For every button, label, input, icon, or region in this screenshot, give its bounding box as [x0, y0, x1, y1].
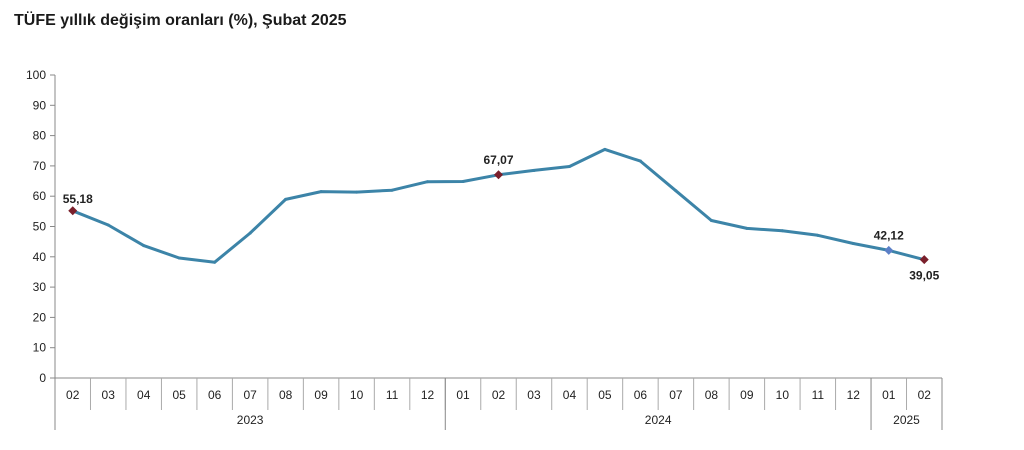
data-label: 67,07 [483, 153, 513, 167]
data-point [248, 231, 252, 235]
chart-title: TÜFE yıllık değişim oranları (%), Şubat … [14, 12, 347, 29]
y-tick-label: 20 [33, 310, 47, 324]
x-tick-label: 02 [66, 388, 80, 402]
x-tick-label: 11 [812, 388, 825, 402]
x-tick-label: 01 [882, 388, 896, 402]
x-tick-label: 11 [386, 388, 399, 402]
x-tick-label: 05 [598, 388, 612, 402]
x-tick-label: 03 [527, 388, 541, 402]
x-tick-label: 08 [279, 388, 293, 402]
data-point [284, 197, 288, 201]
data-point [461, 179, 465, 183]
y-tick-label: 40 [33, 250, 47, 264]
data-point [816, 233, 820, 237]
data-point [532, 168, 536, 172]
y-tick-label: 100 [26, 68, 46, 82]
data-point [638, 159, 642, 163]
data-point [213, 260, 217, 264]
x-tick-label: 06 [634, 388, 648, 402]
data-marker-diamond [494, 170, 503, 180]
x-tick-label: 08 [705, 388, 719, 402]
data-point [567, 165, 571, 169]
data-point [355, 190, 359, 194]
data-marker-diamond [884, 245, 894, 255]
x-tick-label: 04 [137, 388, 151, 402]
data-point [319, 190, 323, 194]
year-group-label: 2023 [237, 413, 264, 427]
data-point [851, 242, 855, 246]
data-point [142, 244, 146, 248]
x-tick-label: 01 [456, 388, 470, 402]
data-point [177, 256, 181, 260]
y-tick-label: 50 [33, 220, 47, 234]
x-tick-label: 07 [243, 388, 257, 402]
year-group-label: 2024 [645, 413, 672, 427]
y-tick-label: 30 [33, 280, 47, 294]
y-tick-label: 80 [33, 129, 47, 143]
x-tick-label: 04 [563, 388, 577, 402]
x-tick-label: 09 [314, 388, 328, 402]
x-tick-label: 10 [776, 388, 790, 402]
x-tick-label: 09 [740, 388, 754, 402]
data-marker-diamond [919, 255, 929, 265]
x-tick-label: 10 [350, 388, 364, 402]
data-label: 55,18 [63, 192, 93, 206]
data-label: 42,12 [874, 228, 904, 242]
x-tick-label: 02 [492, 388, 506, 402]
x-tick-label: 07 [669, 388, 683, 402]
x-tick-label: 03 [102, 388, 116, 402]
data-point [709, 219, 713, 223]
data-point [106, 223, 110, 227]
data-point [780, 229, 784, 233]
x-tick-label: 12 [847, 388, 861, 402]
y-tick-label: 90 [33, 98, 47, 112]
year-group-label: 2025 [893, 413, 920, 427]
data-marker-diamond [68, 206, 78, 216]
data-label: 39,05 [909, 269, 939, 283]
data-point [390, 188, 394, 192]
y-tick-label: 60 [33, 189, 47, 203]
data-point [745, 226, 749, 230]
data-point [426, 180, 430, 184]
x-tick-label: 02 [918, 388, 932, 402]
y-tick-label: 0 [39, 371, 46, 385]
data-point [603, 147, 607, 151]
x-tick-label: 06 [208, 388, 222, 402]
data-point [674, 189, 678, 193]
x-tick-label: 12 [421, 388, 435, 402]
x-tick-label: 05 [173, 388, 187, 402]
y-tick-label: 70 [33, 159, 47, 173]
y-tick-label: 10 [33, 341, 47, 355]
